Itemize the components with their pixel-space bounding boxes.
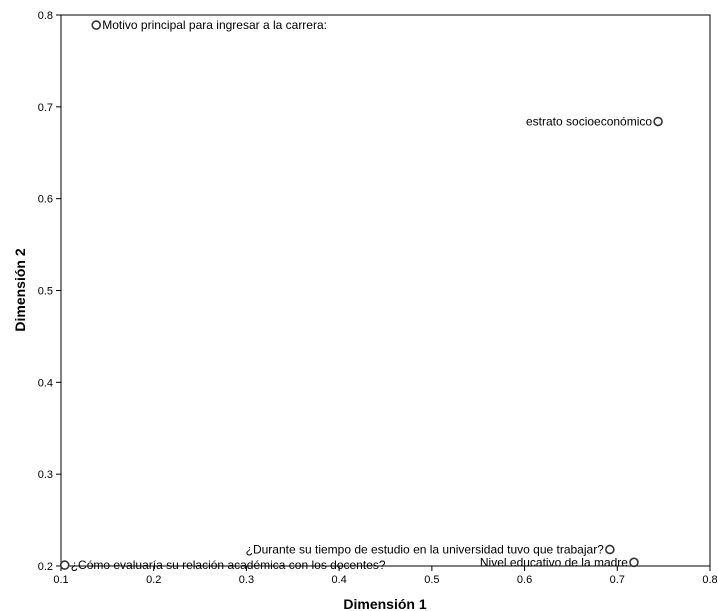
data-point-label: Nivel educativo de la madre — [480, 555, 628, 569]
x-axis-title: Dimensión 1 — [343, 596, 426, 611]
x-tick-label: 0.3 — [239, 574, 254, 586]
x-tick-label: 0.1 — [53, 574, 68, 586]
x-tick-label: 0.4 — [331, 574, 346, 586]
y-tick-label: 0.2 — [38, 561, 53, 573]
y-tick-label: 0.4 — [38, 377, 53, 389]
data-point-marker — [91, 20, 102, 30]
data-points: Motivo principal para ingresar a la carr… — [59, 18, 663, 572]
y-axis-ticks: 0.2 0.3 0.4 0.5 0.6 0.7 0.8 — [38, 10, 61, 573]
data-point-marker — [59, 560, 70, 570]
y-tick-label: 0.7 — [38, 102, 53, 114]
y-tick-label: 0.8 — [38, 10, 53, 22]
data-point-label: Motivo principal para ingresar a la carr… — [102, 18, 327, 32]
data-point-label: ¿Durante su tiempo de estudio en la univ… — [246, 542, 605, 556]
y-tick-label: 0.5 — [38, 286, 53, 298]
plot-frame — [60, 14, 711, 567]
x-tick-label: 0.6 — [517, 574, 532, 586]
y-tick-label: 0.3 — [38, 469, 53, 481]
x-tick-label: 0.8 — [702, 574, 717, 586]
data-point-label: estrato socioeconómico — [526, 115, 652, 129]
data-point-label: ¿Cómo evaluaría su relación académica co… — [71, 558, 386, 572]
x-tick-label: 0.5 — [424, 574, 439, 586]
x-axis-ticks: 0.1 0.2 0.3 0.4 0.5 0.6 0.7 0.8 — [53, 566, 718, 586]
data-point-marker — [629, 557, 639, 568]
y-tick-label: 0.6 — [38, 194, 53, 206]
data-point-marker — [605, 544, 615, 555]
x-tick-label: 0.7 — [610, 574, 625, 586]
x-tick-label: 0.2 — [146, 574, 161, 586]
data-point-marker — [653, 116, 663, 127]
y-axis-title: Dimensión 2 — [12, 248, 28, 331]
